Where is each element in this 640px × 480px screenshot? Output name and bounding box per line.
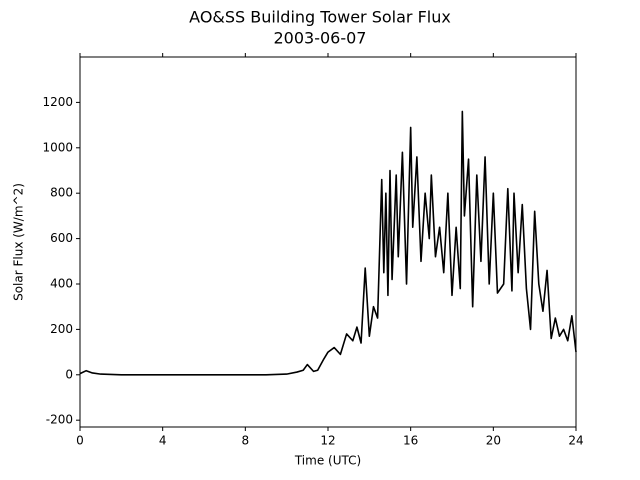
chart-subtitle: 2003-06-07 <box>274 29 367 48</box>
y-tick-label: 200 <box>50 322 73 336</box>
plot-frame <box>79 56 577 428</box>
x-tick-label: 24 <box>568 434 583 448</box>
y-tick-label: 800 <box>50 186 73 200</box>
x-tick-label: 8 <box>242 434 250 448</box>
x-axis-label: Time (UTC) <box>294 454 361 468</box>
data-line <box>79 110 577 376</box>
x-tick-label: 16 <box>403 434 418 448</box>
x-tick-label: 0 <box>76 434 84 448</box>
x-tick-label: 12 <box>320 434 335 448</box>
x-tick-label: 20 <box>486 434 501 448</box>
y-axis-label: Solar Flux (W/m^2) <box>12 183 26 301</box>
y-tick-label: -200 <box>46 413 73 427</box>
y-tick-label: 1000 <box>42 140 73 154</box>
y-tick-label: 0 <box>65 367 73 381</box>
chart-title: AO&SS Building Tower Solar Flux <box>189 8 451 27</box>
y-tick-label: 1200 <box>42 95 73 109</box>
y-tick-label: 600 <box>50 231 73 245</box>
x-tick-label: 4 <box>159 434 167 448</box>
y-tick-label: 400 <box>50 276 73 290</box>
